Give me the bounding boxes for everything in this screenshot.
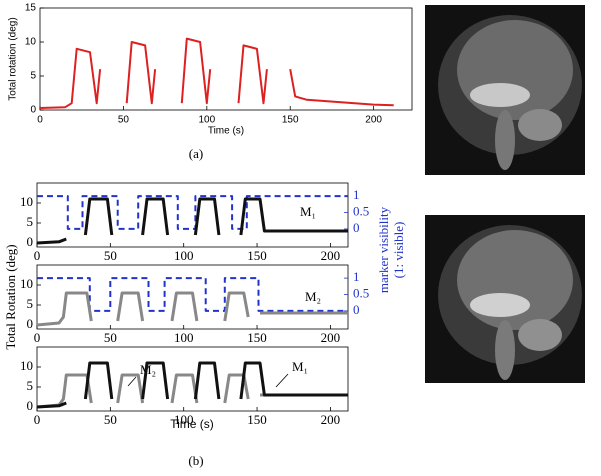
x-tick-label: 100 xyxy=(174,330,194,345)
x-tick-label: 50 xyxy=(104,330,117,345)
series-label: M₂ xyxy=(305,289,321,304)
y2-tick-label: 0 xyxy=(353,302,360,317)
y-tick-label: 5 xyxy=(27,378,34,393)
y2-tick-label: 1 xyxy=(353,269,360,284)
x-axis-label: Time (s) xyxy=(170,417,214,431)
x-tick-label: 150 xyxy=(247,330,267,345)
plot-area xyxy=(39,7,413,111)
x-tick-label: 200 xyxy=(365,115,382,126)
x-tick-label: 200 xyxy=(321,330,341,345)
y-axis-label: Total Rotation (deg) xyxy=(3,244,18,349)
series-label: M₂ xyxy=(140,362,156,377)
data-line xyxy=(36,291,348,327)
x-tick-label: 150 xyxy=(247,248,267,263)
data-line xyxy=(39,37,394,109)
x-tick-label: 50 xyxy=(104,248,117,263)
y-tick-label: 0 xyxy=(27,234,34,249)
x-tick-label: 200 xyxy=(321,412,341,427)
y-tick-label: 15 xyxy=(25,3,37,14)
y-tick-label: 10 xyxy=(20,276,33,291)
y-tick-label: 10 xyxy=(20,194,33,209)
mri-image xyxy=(425,215,585,383)
data-line xyxy=(36,197,348,245)
y-tick-label: 0 xyxy=(27,398,34,413)
x-tick-label: 50 xyxy=(118,115,130,126)
x-tick-label: 0 xyxy=(37,115,43,126)
annotation-pointer xyxy=(275,373,289,388)
data-line xyxy=(36,361,348,409)
y2-tick-label: 0 xyxy=(353,220,360,235)
x-tick-label: 200 xyxy=(321,248,341,263)
panel-caption: (b) xyxy=(188,453,203,468)
y-axis-label: Total rotation (deg) xyxy=(8,17,19,100)
y-tick-label: 5 xyxy=(27,214,34,229)
y-tick-label: 0 xyxy=(27,316,34,331)
mri-image xyxy=(425,5,585,175)
y2-axis-label: marker visibility xyxy=(376,206,391,293)
series-label: M₁ xyxy=(292,359,308,374)
x-axis-label: Time (s) xyxy=(208,126,244,137)
y-tick-label: 5 xyxy=(27,296,34,311)
x-tick-label: 50 xyxy=(104,412,117,427)
y2-tick-label: 1 xyxy=(353,187,360,202)
x-tick-label: 0 xyxy=(34,330,41,345)
x-tick-label: 150 xyxy=(247,412,267,427)
y-tick-label: 5 xyxy=(30,71,36,82)
y-tick-label: 10 xyxy=(20,358,33,373)
x-tick-label: 150 xyxy=(282,115,299,126)
annotation-pointer xyxy=(127,376,137,387)
data-line xyxy=(37,195,348,230)
series-label: M₁ xyxy=(300,204,316,219)
data-line xyxy=(37,277,348,312)
y2-tick-label: 0.5 xyxy=(353,286,369,301)
y-tick-label: 10 xyxy=(25,37,37,48)
x-tick-label: 0 xyxy=(34,412,41,427)
x-tick-label: 100 xyxy=(198,115,215,126)
x-tick-label: 100 xyxy=(174,248,194,263)
x-tick-label: 0 xyxy=(34,248,41,263)
y2-tick-label: 0.5 xyxy=(353,204,369,219)
x-tick-label: 100 xyxy=(174,412,194,427)
y2-axis-label: (1: visible) xyxy=(391,222,406,279)
data-line xyxy=(36,373,348,409)
y-tick-label: 0 xyxy=(30,105,36,116)
panel-caption: (a) xyxy=(189,146,203,161)
